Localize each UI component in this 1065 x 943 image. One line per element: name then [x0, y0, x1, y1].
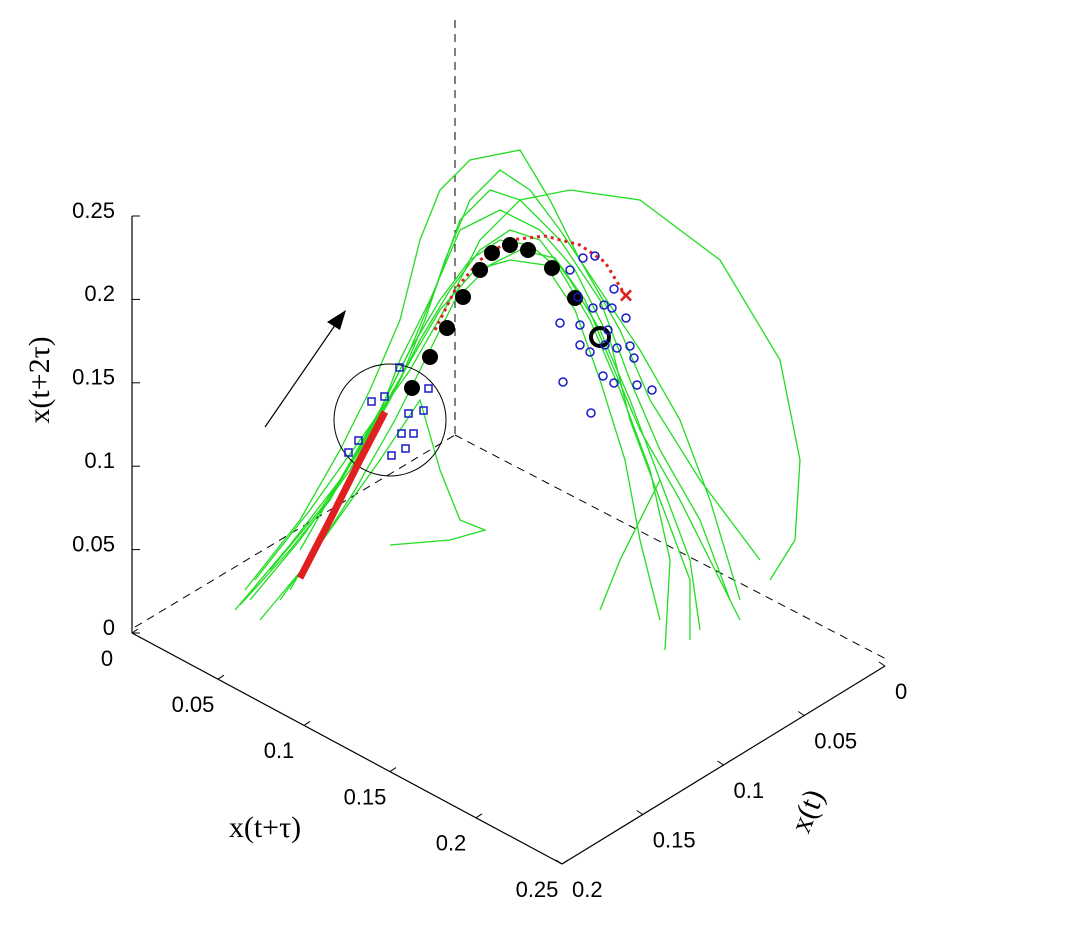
- y-tick: [217, 674, 225, 680]
- z-tick-label: 0.2: [84, 281, 115, 306]
- y-tick-label: 0.2: [436, 831, 467, 856]
- direction-arrow: [264, 310, 346, 428]
- z-tick-label: 0.05: [72, 531, 115, 556]
- trajectories: [234, 149, 801, 651]
- y-tick: [389, 767, 397, 773]
- z-tick-label: 0.15: [72, 365, 115, 390]
- region-circle: [333, 363, 447, 477]
- x-axis-label: x(t): [784, 785, 831, 838]
- red-segment: [296, 410, 389, 580]
- red-dotted: [433, 234, 627, 331]
- z-tick-label: 0.1: [84, 448, 115, 473]
- y-axis-line: [131, 632, 563, 865]
- y-tick-label: 0.05: [172, 692, 215, 717]
- z-axis-label: x(t+2τ): [23, 336, 56, 423]
- red-cross: ×: [619, 282, 633, 309]
- x-tick: [717, 760, 724, 766]
- y-axis-label: x(t+τ): [229, 811, 301, 844]
- ring-marker: [589, 326, 611, 348]
- x-tick: [636, 810, 644, 815]
- x-tick-label: 0.2: [572, 877, 603, 902]
- y-tick-label: 0.25: [516, 877, 559, 902]
- x-tick-label: 0.15: [653, 827, 696, 852]
- y-tick-label: 0.1: [264, 738, 295, 763]
- z-tick-label: 0: [103, 615, 115, 640]
- y-tick-label: 0: [101, 646, 113, 671]
- x-tick-label: 0: [895, 679, 907, 704]
- x-tick: [555, 859, 563, 865]
- y-tick: [131, 628, 139, 634]
- x-tick-label: 0.05: [814, 728, 857, 753]
- x-tick-label: 0.1: [734, 778, 765, 803]
- box-lines: [134, 20, 889, 661]
- black-dots: [404, 237, 583, 396]
- x-tick: [797, 711, 805, 716]
- z-tick-label: 0.25: [72, 198, 115, 223]
- y-tick-label: 0.15: [344, 784, 387, 809]
- y-tick: [475, 813, 483, 819]
- y-tick: [561, 859, 569, 865]
- y-tick: [303, 720, 311, 726]
- blue-circles: [555, 251, 657, 418]
- x-tick: [878, 661, 886, 667]
- blue-squares: [344, 363, 433, 460]
